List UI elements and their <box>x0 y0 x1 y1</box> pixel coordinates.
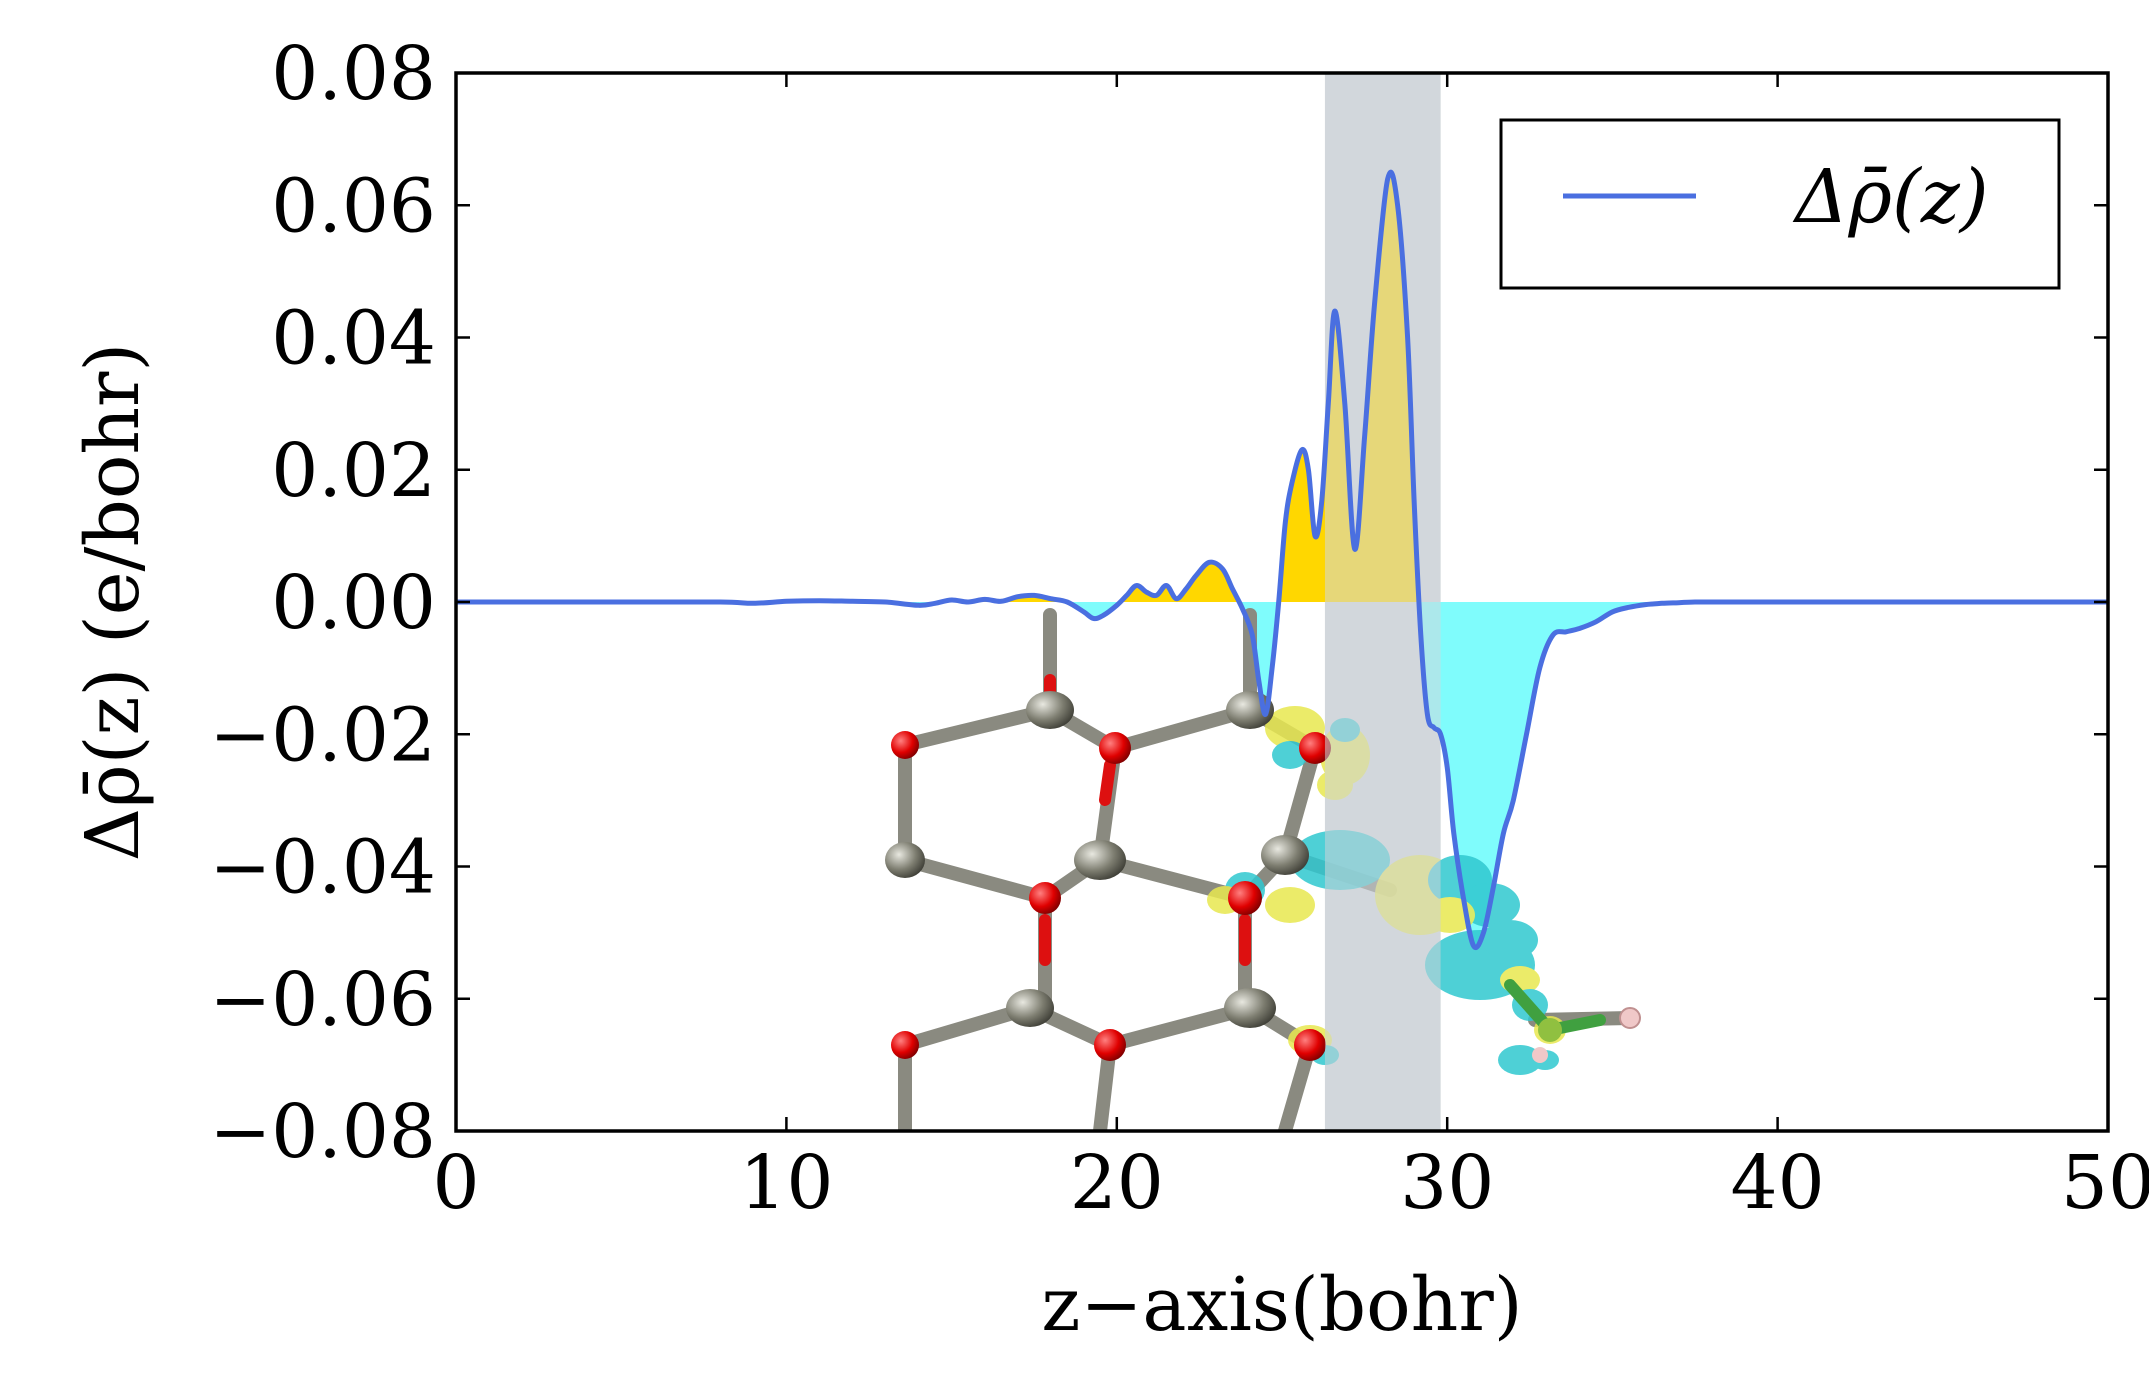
y-axis-title: Δρ̄(z) (e/bohr) <box>70 343 156 862</box>
atomic-structure-inset <box>885 608 1641 1131</box>
legend-label: Δρ̄(z) <box>1792 154 1989 240</box>
x-tick-label: 50 <box>2061 1140 2149 1226</box>
y-tick-label: 0.02 <box>271 428 436 514</box>
x-tick-label: 40 <box>1731 1140 1825 1226</box>
x-axis-title: z−axis(bohr) <box>1041 1262 1522 1348</box>
y-tick-label: 0.04 <box>271 296 436 382</box>
series-line-delta-rho <box>456 169 2108 951</box>
y-tick-label: 0.06 <box>271 163 436 249</box>
y-tick-label: −0.06 <box>209 957 436 1043</box>
y-tick-label: −0.04 <box>209 825 436 911</box>
y-tick-label: −0.02 <box>209 692 436 778</box>
x-tick-label: 20 <box>1070 1140 1164 1226</box>
y-tick-label: −0.08 <box>209 1089 436 1175</box>
y-tick-label: 0.08 <box>271 31 436 117</box>
x-tick-label: 30 <box>1400 1140 1494 1226</box>
legend: Δρ̄(z) <box>1499 118 2061 290</box>
y-tick-label: 0.00 <box>271 560 436 646</box>
x-tick-label: 0 <box>432 1140 479 1226</box>
x-tick-label: 10 <box>739 1140 833 1226</box>
legend-box <box>1499 118 2061 290</box>
